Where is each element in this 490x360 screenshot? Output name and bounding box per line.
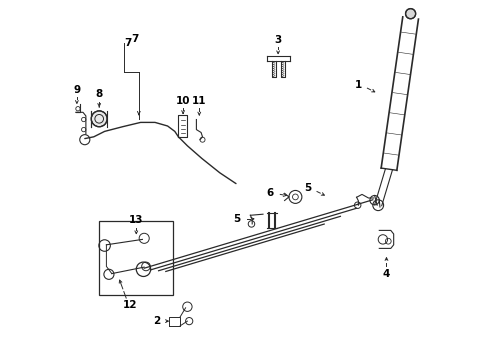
Circle shape: [91, 111, 107, 127]
Text: 8: 8: [96, 89, 103, 99]
Text: 1: 1: [355, 80, 362, 90]
Text: 5: 5: [233, 214, 240, 224]
Text: 10: 10: [176, 96, 190, 106]
Text: 5: 5: [304, 183, 312, 193]
Text: 9: 9: [74, 85, 80, 95]
Text: 6: 6: [267, 188, 274, 198]
Text: 4: 4: [383, 269, 390, 279]
Circle shape: [406, 9, 416, 19]
Bar: [99, 221, 173, 295]
Text: 7: 7: [124, 38, 132, 48]
Text: 13: 13: [129, 215, 144, 225]
Text: 2: 2: [153, 316, 160, 326]
Text: 3: 3: [274, 35, 282, 45]
Text: 11: 11: [192, 95, 206, 105]
Text: 12: 12: [122, 300, 137, 310]
Text: 7: 7: [131, 34, 139, 44]
